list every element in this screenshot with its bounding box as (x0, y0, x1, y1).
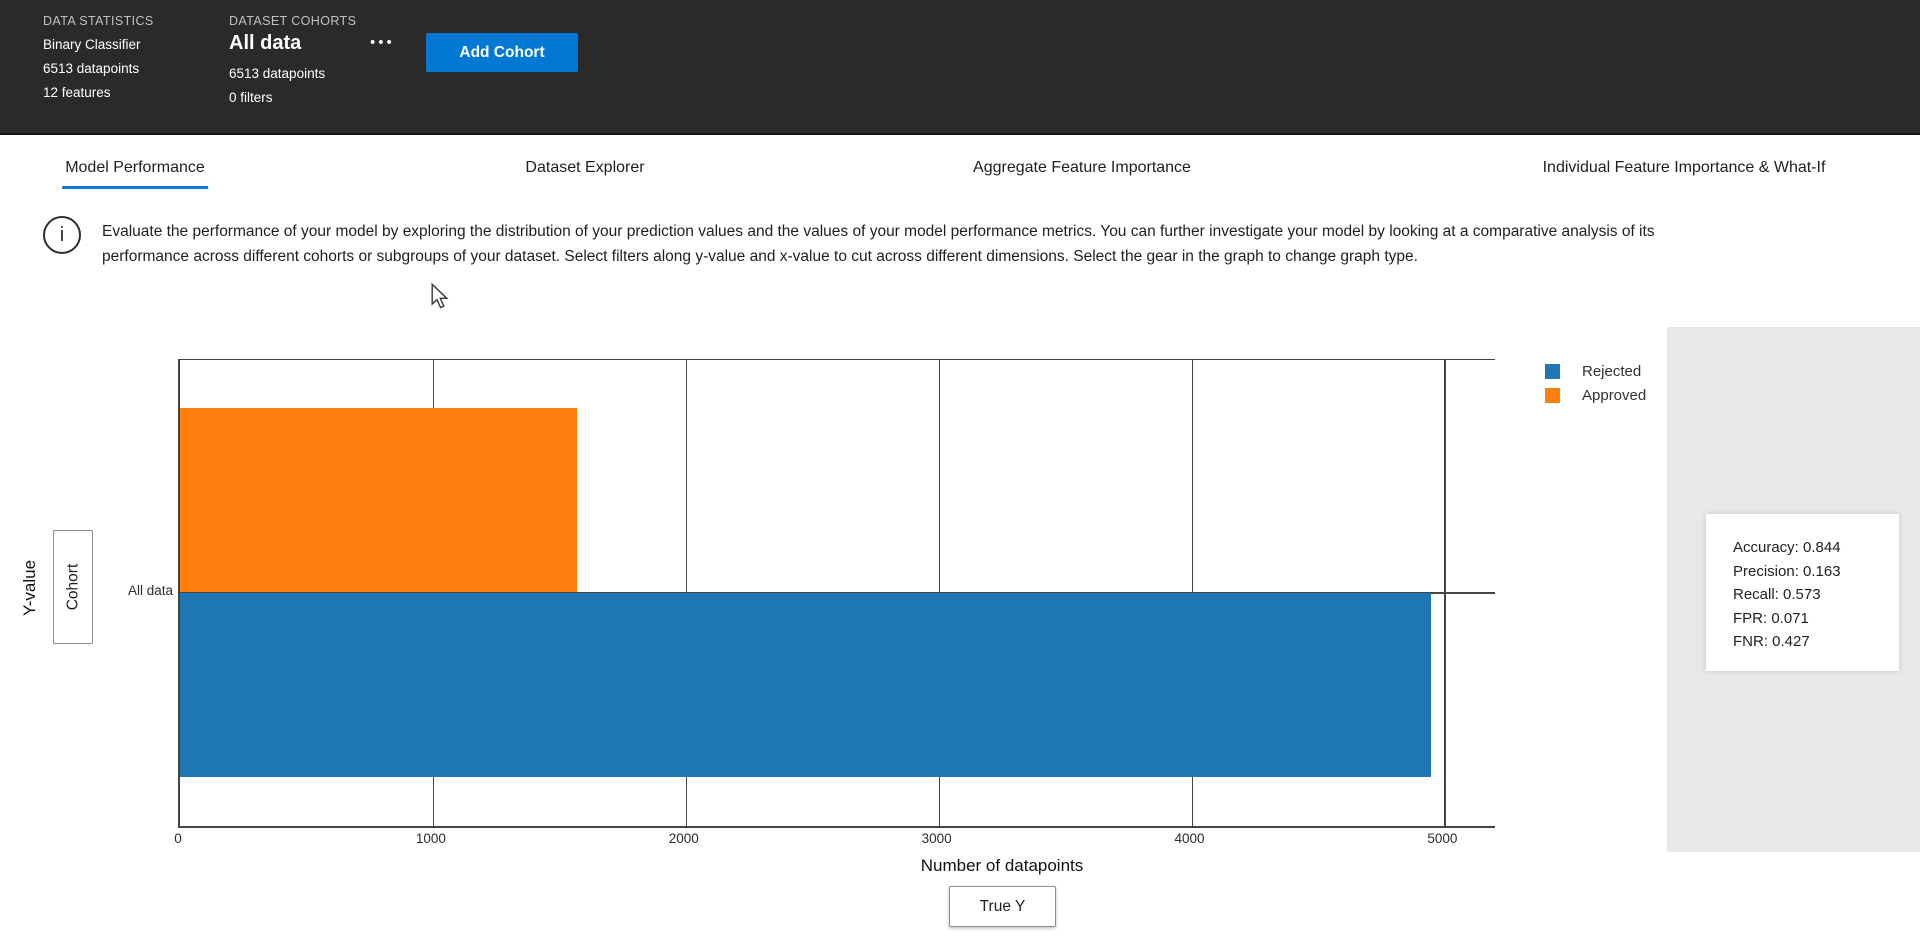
cohort-axis-button[interactable]: Cohort (53, 530, 93, 644)
cohort-name: All data (229, 32, 302, 54)
legend-label: Approved (1582, 387, 1647, 404)
app-header: DATA STATISTICS Binary Classifier 6513 d… (0, 0, 1920, 135)
bar-approved[interactable] (180, 408, 577, 592)
legend-swatch-approved (1545, 388, 1560, 403)
x-tick-label: 5000 (1427, 831, 1458, 846)
more-options-icon[interactable]: ••• (366, 30, 399, 55)
metric-fnr: FNR: 0.427 (1733, 633, 1810, 650)
metric-recall: Recall: 0.573 (1733, 586, 1821, 603)
x-tick-label: 1000 (415, 831, 446, 846)
legend-swatch-rejected (1545, 364, 1560, 379)
x-axis-title: Number of datapoints (920, 856, 1084, 875)
tab-dataset-explorer[interactable]: Dataset Explorer (525, 159, 645, 176)
tab-individual-feature-importance[interactable]: Individual Feature Importance & What-If (1542, 159, 1826, 176)
info-icon: i (43, 216, 81, 254)
legend-item-approved[interactable]: Approved (1545, 387, 1646, 404)
metrics-card: Accuracy: 0.844 Precision: 0.163 Recall:… (1706, 514, 1899, 671)
category-label: All data (127, 583, 173, 598)
metric-precision: Precision: 0.163 (1733, 562, 1841, 580)
datapoints-count: 6513 datapoints (43, 61, 140, 76)
cohort-filters: 0 filters (229, 90, 273, 105)
bar-rejected[interactable] (180, 593, 1431, 777)
category-gridline (180, 592, 1495, 594)
metric-fpr: FPR: 0.071 (1733, 609, 1809, 627)
chart-legend: Rejected Approved (1545, 363, 1646, 411)
x-tick-label: 2000 (668, 831, 699, 846)
true-y-axis-button[interactable]: True Y (949, 886, 1056, 927)
x-tick-label: 4000 (1174, 831, 1205, 846)
dataset-cohorts-label: DATASET COHORTS (229, 14, 357, 28)
cohort-datapoints: 6513 datapoints (229, 66, 326, 81)
x-tick-label: 0 (174, 831, 182, 846)
info-text: Evaluate the performance of your model b… (102, 223, 1655, 265)
legend-item-rejected[interactable]: Rejected (1545, 363, 1646, 380)
x-tick-label: 3000 (921, 831, 952, 846)
plot-area (178, 359, 1495, 828)
features-count: 12 features (43, 85, 111, 100)
metric-accuracy: Accuracy: 0.844 (1733, 539, 1841, 556)
data-statistics-label: DATA STATISTICS (43, 14, 154, 28)
tab-bar: Model Performance Dataset Explorer Aggre… (0, 135, 1920, 199)
x-axis-ticks: 0 1000 2000 3000 4000 5000 (174, 831, 1493, 849)
tab-model-performance[interactable]: Model Performance (62, 159, 208, 189)
add-cohort-button[interactable]: Add Cohort (426, 33, 578, 72)
cohort-axis-button-label: Cohort (64, 563, 81, 611)
mouse-cursor (431, 283, 449, 309)
model-type: Binary Classifier (43, 37, 141, 52)
y-axis-title: Y-value (20, 559, 39, 617)
legend-label: Rejected (1582, 363, 1642, 380)
tab-aggregate-feature-importance[interactable]: Aggregate Feature Importance (973, 159, 1191, 176)
side-panel: Accuracy: 0.844 Precision: 0.163 Recall:… (1667, 327, 1920, 852)
